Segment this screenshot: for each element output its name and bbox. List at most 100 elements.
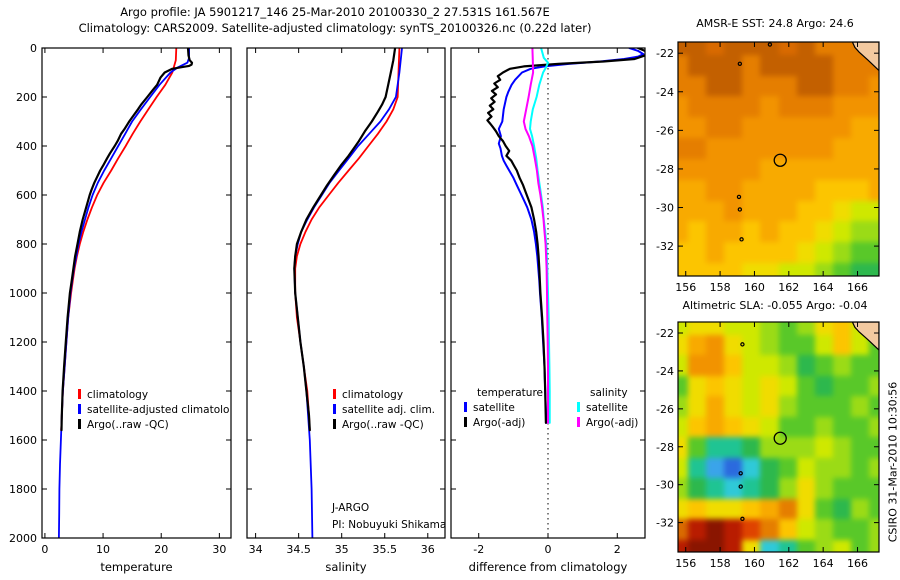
tick-label: 1600 bbox=[9, 434, 37, 447]
tick-label: 162 bbox=[778, 281, 799, 294]
tick-label: 34.5 bbox=[286, 543, 311, 556]
profile-line-argo-raw-qc- bbox=[293, 48, 397, 432]
legend-label: satellite bbox=[473, 402, 515, 414]
sla-heatmap bbox=[678, 322, 879, 552]
profile-panel-temperature: 0 10 20 30 0 200 400 600 800 1000 1200 1400 1600 1800… bbox=[9, 42, 232, 556]
tick-label: -32 bbox=[656, 517, 674, 530]
tick-label: 400 bbox=[16, 140, 37, 153]
legend-column-salinity: salinity satellite Argo(-adj) bbox=[577, 386, 638, 431]
legend-item: satellite bbox=[577, 401, 638, 416]
profile-line-salinity-satellite bbox=[529, 48, 551, 424]
tick-label: 156 bbox=[675, 557, 696, 570]
tick-label: 35.5 bbox=[372, 543, 397, 556]
legend-column-temperature: temperature satellite Argo(-adj) bbox=[464, 386, 543, 431]
tick-label: 0 bbox=[30, 42, 37, 55]
profile-line-salinity-argo-adj- bbox=[522, 48, 549, 424]
tick-label: 0 bbox=[41, 543, 48, 556]
profile-line-climatology bbox=[60, 48, 178, 432]
tick-label: 1400 bbox=[9, 385, 37, 398]
legend-header: salinity bbox=[590, 387, 628, 399]
tick-label: 800 bbox=[16, 238, 37, 251]
heatmap-grid bbox=[678, 322, 879, 552]
tick-label: 1000 bbox=[9, 287, 37, 300]
legend-swatch-satellite-adjusted bbox=[333, 404, 336, 414]
legend-difference-panel: temperature satellite Argo(-adj) salinit… bbox=[464, 386, 638, 431]
legend-swatch-sal-argo bbox=[577, 417, 580, 427]
credit-text: CSIRO 31-Mar-2010 10:30:56 bbox=[886, 381, 900, 543]
tick-label: 164 bbox=[813, 557, 834, 570]
heatmap-grid bbox=[678, 42, 879, 276]
tick-label: 200 bbox=[16, 91, 37, 104]
legend-label: satellite-adjusted climatology bbox=[87, 404, 230, 416]
legend-swatch-sal-satellite bbox=[577, 402, 580, 412]
tick-label: 2000 bbox=[9, 532, 37, 545]
legend-item: satellite adj. clim. bbox=[333, 403, 435, 418]
legend-item: Argo(-adj) bbox=[577, 416, 638, 431]
profile-line-satellite-adjusted-climatology bbox=[58, 48, 191, 538]
tick-label: 158 bbox=[710, 557, 731, 570]
axes-box bbox=[450, 47, 646, 539]
tick-label: 158 bbox=[710, 281, 731, 294]
profile-line-argo-raw-qc- bbox=[60, 48, 194, 432]
legend-label: Argo(-adj) bbox=[473, 417, 526, 429]
legend-label: Argo(..raw -QC) bbox=[342, 419, 424, 431]
legend-label: climatology bbox=[342, 389, 404, 401]
tick-label: 162 bbox=[778, 557, 799, 570]
legend-item: satellite bbox=[464, 401, 543, 416]
tick-label: 160 bbox=[744, 557, 765, 570]
tick-label: -26 bbox=[656, 124, 674, 137]
sla-map-title: Altimetric SLA: -0.055 Argo: -0.04 bbox=[682, 299, 868, 312]
profile-panel-difference: -2 0 2 bbox=[450, 47, 646, 556]
tick-label: 30 bbox=[212, 543, 226, 556]
tick-label: 35 bbox=[335, 543, 349, 556]
figure-title-line1: Argo profile: JA 5901217_146 25-Mar-2010… bbox=[120, 5, 550, 19]
tick-label: 1800 bbox=[9, 483, 37, 496]
legend-label: satellite bbox=[586, 402, 628, 414]
tick-label: 1200 bbox=[9, 336, 37, 349]
tick-label: 34 bbox=[249, 543, 263, 556]
tick-label: 164 bbox=[813, 281, 834, 294]
tick-label: 0 bbox=[545, 543, 552, 556]
legend-label: satellite adj. clim. bbox=[342, 404, 436, 416]
tick-label: -24 bbox=[656, 86, 674, 99]
legend-swatch-temp-satellite bbox=[464, 402, 467, 412]
tick-label: 600 bbox=[16, 189, 37, 202]
tick-label: 156 bbox=[675, 281, 696, 294]
profile-line-temperature-argo-adj- bbox=[486, 48, 645, 424]
legend-swatch-climatology bbox=[333, 389, 336, 399]
legend-swatch-climatology bbox=[78, 389, 81, 399]
legend-header: temperature bbox=[477, 387, 543, 399]
legend-temperature-panel: climatology satellite-adjusted climatolo… bbox=[78, 388, 230, 433]
tick-label: 2 bbox=[614, 543, 621, 556]
legend-item: satellite-adjusted climatology bbox=[78, 403, 230, 418]
tick-label: -24 bbox=[656, 365, 674, 378]
legend-item: climatology bbox=[78, 388, 230, 403]
tick-label: -26 bbox=[656, 403, 674, 416]
sst-map-title: AMSR-E SST: 24.8 Argo: 24.6 bbox=[696, 17, 854, 30]
tick-label: 160 bbox=[744, 281, 765, 294]
xlabel-salinity: salinity bbox=[325, 560, 367, 574]
tick-label: 166 bbox=[847, 557, 868, 570]
legend-swatch-satellite-adjusted bbox=[78, 404, 81, 414]
tick-label: 20 bbox=[154, 543, 168, 556]
profile-line-temperature-satellite bbox=[497, 48, 645, 424]
sst-heatmap bbox=[678, 42, 879, 276]
jargo-label: J-ARGO bbox=[332, 502, 370, 514]
profile-panel-salinity: 34 34.5 35 35.5 36 bbox=[246, 47, 446, 556]
tick-label: -28 bbox=[656, 163, 674, 176]
legend-salinity-panel: climatology satellite adj. clim. Argo(..… bbox=[333, 388, 435, 433]
tick-label: 166 bbox=[847, 281, 868, 294]
tick-label: -30 bbox=[656, 202, 674, 215]
legend-swatch-argo bbox=[333, 419, 336, 429]
tick-label: -22 bbox=[656, 327, 674, 340]
tick-label: 36 bbox=[421, 543, 435, 556]
figure-title-line2: Climatology: CARS2009. Satellite-adjuste… bbox=[78, 21, 592, 35]
legend-item: Argo(..raw -QC) bbox=[78, 418, 230, 433]
profile-line-climatology bbox=[294, 48, 401, 432]
legend-swatch-argo bbox=[78, 419, 81, 429]
xlabel-difference: difference from climatology bbox=[468, 560, 628, 574]
tick-label: -30 bbox=[656, 479, 674, 492]
profile-line-satellite-adj-clim- bbox=[293, 48, 403, 538]
legend-swatch-temp-argo bbox=[464, 417, 467, 427]
